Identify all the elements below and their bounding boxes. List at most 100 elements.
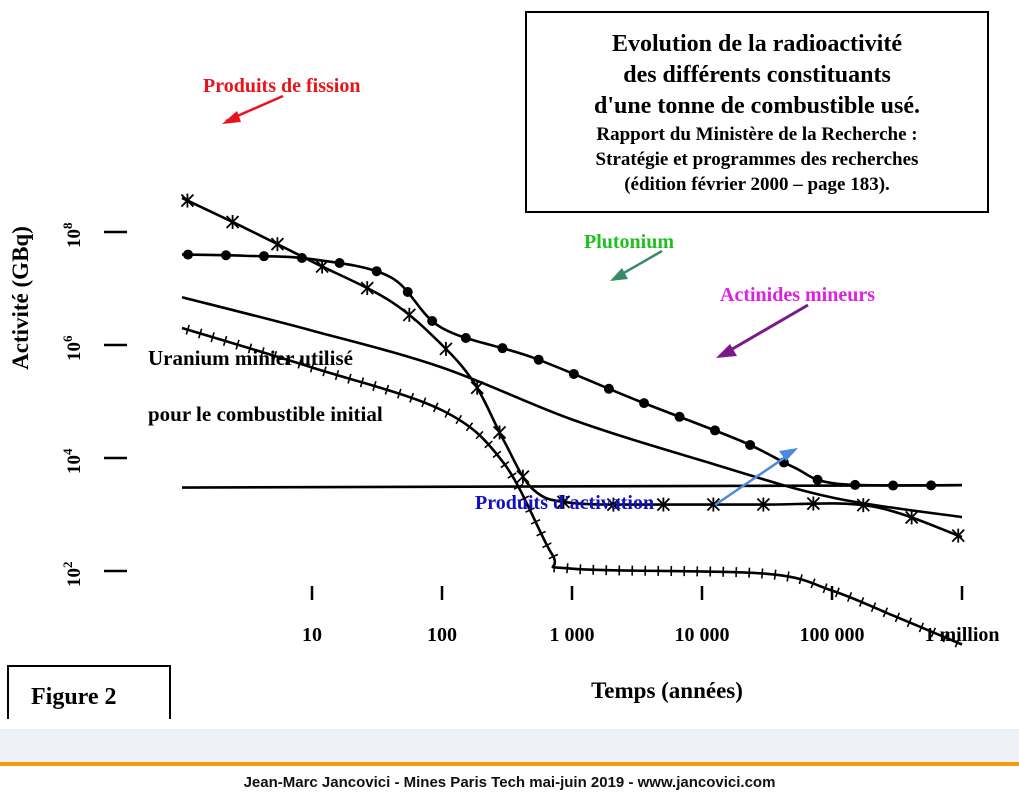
plutonium-marker [460,332,471,343]
activation-marker [235,339,240,350]
x-tick-label: 1 000 [550,624,595,646]
fission-marker [180,193,195,208]
fission-marker [225,214,240,229]
chart-title-line-3: d'une tonne de combustible usé. [593,93,921,119]
arrow-actinides [716,303,809,358]
x-tick-label: 10 000 [675,624,730,646]
label-plutonium: Plutonium [584,231,674,253]
activation-marker [858,597,865,607]
plutonium-marker [427,316,438,327]
y-axis-label: Activité (GBq) [8,226,33,370]
footer-band [0,729,1019,762]
activation-marker [197,328,203,339]
fission-marker [270,237,285,252]
activation-marker [272,350,278,361]
activation-marker [810,578,816,589]
activation-marker [834,587,840,598]
activation-marker [210,332,215,343]
activation-marker [930,627,937,638]
activation-marker [285,354,290,365]
figure-label-box: Figure 2 [7,665,171,719]
fission-marker [439,341,453,356]
fission-marker [360,281,374,296]
activation-marker [525,507,535,513]
plutonium-marker [371,266,382,277]
fission-marker [905,510,919,525]
fission-marker [470,380,484,395]
activation-marker [409,392,415,403]
activation-marker [247,343,253,354]
activation-marker [309,362,315,373]
activation-marker [334,370,340,381]
activation-marker [444,408,451,418]
curve-actinides [181,295,963,519]
activation-marker [347,373,352,384]
activation-marker [372,380,377,391]
activation-marker [484,440,493,449]
activation-marker [396,388,402,399]
plutonium-marker [182,249,193,260]
plutonium-marker [926,480,937,491]
activation-marker [798,574,803,585]
x-tick-label: 1 million [924,624,999,646]
activation-marker [421,397,427,408]
y-tick-label: 104 [60,448,85,474]
x-tick-label: 100 [427,624,457,646]
activation-marker [185,324,190,335]
activation-marker [882,607,889,618]
chart: 10 100 1 000 10 000 100 000 1 million 102 104 10… [8,75,1000,703]
activation-marker [322,366,327,377]
activation-marker [548,553,559,560]
activation-marker [260,347,265,358]
arrow-plutonium [610,249,663,281]
arrow-fission [222,94,284,124]
fission-marker [951,528,965,543]
fission-marker [606,497,621,512]
activation-marker [822,583,828,594]
plutonium-marker [745,439,756,450]
activation-marker [519,495,530,502]
footer-credit: Jean-Marc Jancovici - Mines Paris Tech m… [243,774,776,791]
activation-marker [222,335,228,346]
activation-marker [433,402,439,413]
plutonium-marker [568,368,579,379]
curve-fission [181,196,963,539]
plutonium-marker [603,383,614,394]
activation-marker [536,530,546,537]
plutonium-marker [639,398,650,409]
activation-marker [870,602,877,613]
source-line-3: (édition février 2000 – page 183). [624,174,890,195]
y-tick-label: 108 [60,222,85,248]
chart-title-line-2: des différents constituants [623,62,891,88]
plutonium-marker [497,343,508,354]
label-uranium-line1: Uranium minier utilisé [148,346,353,370]
curve-uranium [181,483,963,489]
activation-marker [530,518,541,525]
plutonium-marker [674,411,685,422]
activation-marker [297,358,302,369]
activation-marker [906,617,913,628]
activation-marker [553,562,556,573]
plutonium-marker [812,474,823,485]
activation-marker [918,622,925,633]
plutonium-marker [888,480,899,491]
activation-marker [894,612,901,623]
activation-marker [384,384,390,395]
activation-marker [942,632,949,643]
axis-ticks: 10 100 1 000 10 000 100 000 1 million 102 104 10… [60,222,1000,646]
fission-marker [492,425,507,440]
plutonium-marker [533,354,544,365]
plutonium-marker [850,479,861,490]
plutonium-marker [709,425,720,436]
label-fission: Produits de fission [203,75,360,97]
activation-marker [359,377,365,388]
fission-marker [402,307,416,322]
fission-marker [556,494,571,509]
activation-marker [542,542,552,549]
footer-accent-line [0,762,1019,766]
x-tick-label: 10 [302,624,322,646]
plutonium-marker [296,252,307,263]
label-actinides: Actinides mineurs [720,284,875,306]
activation-marker [465,422,474,432]
chart-title-box: Evolution de la radioactivité des différ… [525,11,989,213]
